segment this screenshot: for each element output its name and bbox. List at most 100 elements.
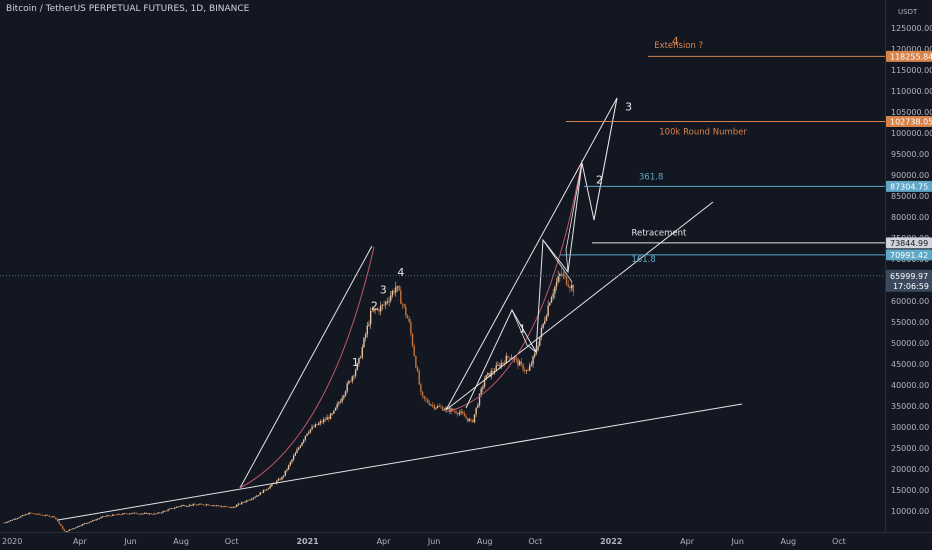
- y-tick-label: 60000.00: [891, 297, 929, 306]
- candle-body: [462, 411, 464, 414]
- candle-body: [125, 513, 127, 515]
- candle-body: [51, 516, 54, 518]
- wave-label: 1: [519, 323, 526, 336]
- candle-body: [326, 417, 328, 420]
- price-tags: 118255.84 102738.05 87304.75 73844.99 70991.…: [886, 50, 932, 292]
- candle-body: [60, 523, 62, 526]
- price-axis-divider: [885, 0, 886, 532]
- x-tick-label: Aug: [477, 537, 493, 546]
- currency-label: USDT: [898, 8, 918, 16]
- y-tick-label: 125000.00: [891, 24, 932, 33]
- candle-body: [239, 503, 241, 505]
- candle-body: [217, 505, 220, 507]
- candle-body: [38, 513, 40, 515]
- time-axis-divider: [0, 532, 932, 533]
- candle-body: [212, 505, 214, 507]
- candle-body: [26, 514, 29, 515]
- candle-body: [287, 465, 290, 470]
- candle-body: [346, 383, 348, 392]
- y-tick-label: 55000.00: [891, 318, 929, 327]
- price-tag: 70991.42: [890, 251, 928, 260]
- candle-body: [426, 399, 429, 403]
- candle-body: [520, 361, 523, 364]
- candle-body: [364, 334, 367, 338]
- candle-body: [195, 504, 198, 506]
- candle-body: [537, 345, 539, 351]
- candle-body: [319, 421, 322, 424]
- candle-body: [229, 506, 231, 508]
- candle-body: [525, 370, 528, 372]
- candle-body: [145, 513, 148, 514]
- candle-body: [36, 513, 39, 515]
- candle-body: [23, 515, 25, 516]
- x-tick-label: 2020: [2, 537, 22, 546]
- candle-body: [438, 406, 441, 407]
- candle-body: [565, 276, 568, 285]
- x-tick-label: Jun: [730, 537, 744, 546]
- x-tick-label: Apr: [73, 537, 88, 546]
- candle-body: [348, 380, 350, 384]
- candle-body: [306, 433, 308, 436]
- candle-body: [398, 286, 400, 291]
- candle-body: [313, 426, 315, 428]
- candle-body: [292, 455, 295, 460]
- candle-body: [66, 531, 69, 532]
- candle-body: [16, 518, 19, 519]
- candle-body: [103, 516, 106, 518]
- candle-body: [210, 505, 213, 507]
- chart-annotations: Extension ? 100k Round Number 361.8 Retrace…: [352, 35, 747, 369]
- candle-body: [505, 355, 507, 364]
- candle-body: [40, 514, 42, 516]
- candle-body: [93, 520, 96, 521]
- candle-body: [108, 515, 111, 517]
- candle-body: [435, 407, 437, 409]
- candle-body: [420, 384, 422, 392]
- candle-body: [46, 514, 49, 516]
- candle-body: [547, 305, 549, 316]
- candle-body: [55, 517, 57, 519]
- candle-body: [148, 513, 151, 515]
- candle-body: [215, 505, 218, 507]
- candle-body: [190, 504, 193, 506]
- candle-body: [81, 524, 84, 526]
- candle-body: [279, 478, 281, 480]
- candle-body: [359, 357, 362, 359]
- candle-body: [113, 514, 116, 516]
- candle-body: [43, 515, 45, 517]
- candle-body: [232, 506, 235, 508]
- candle-body: [400, 290, 402, 304]
- candle-body: [92, 520, 94, 522]
- candle-body: [453, 410, 456, 412]
- candle-body: [41, 514, 44, 516]
- candle-body: [257, 495, 260, 496]
- candle-body: [560, 273, 563, 276]
- candle-body: [83, 523, 86, 525]
- candle-body: [231, 507, 233, 509]
- candle-body: [480, 388, 482, 395]
- candle-body: [48, 515, 50, 517]
- candle-body: [88, 522, 91, 523]
- candle-body: [445, 407, 447, 410]
- candle-body: [529, 365, 531, 371]
- candle-body: [214, 505, 216, 507]
- y-tick-label: 90000.00: [891, 171, 929, 180]
- candle-body: [455, 411, 457, 414]
- candle-body: [177, 506, 179, 508]
- impulse-trendline-2021: [239, 245, 373, 489]
- candle-body: [56, 518, 59, 522]
- candle-body: [381, 304, 384, 306]
- candle-body: [415, 355, 417, 368]
- candle-body: [282, 475, 285, 477]
- wave-projection-detail: [593, 97, 618, 221]
- candle-body: [187, 505, 189, 507]
- candle-body: [515, 358, 518, 360]
- candle-body: [127, 513, 129, 515]
- candle-body: [517, 359, 519, 366]
- candle-body: [349, 380, 352, 382]
- candle-body: [403, 304, 405, 307]
- impulse-trendline-2022: [445, 97, 618, 411]
- candle-body: [170, 508, 173, 509]
- y-tick-label: 30000.00: [891, 423, 929, 432]
- candle-body: [8, 520, 10, 522]
